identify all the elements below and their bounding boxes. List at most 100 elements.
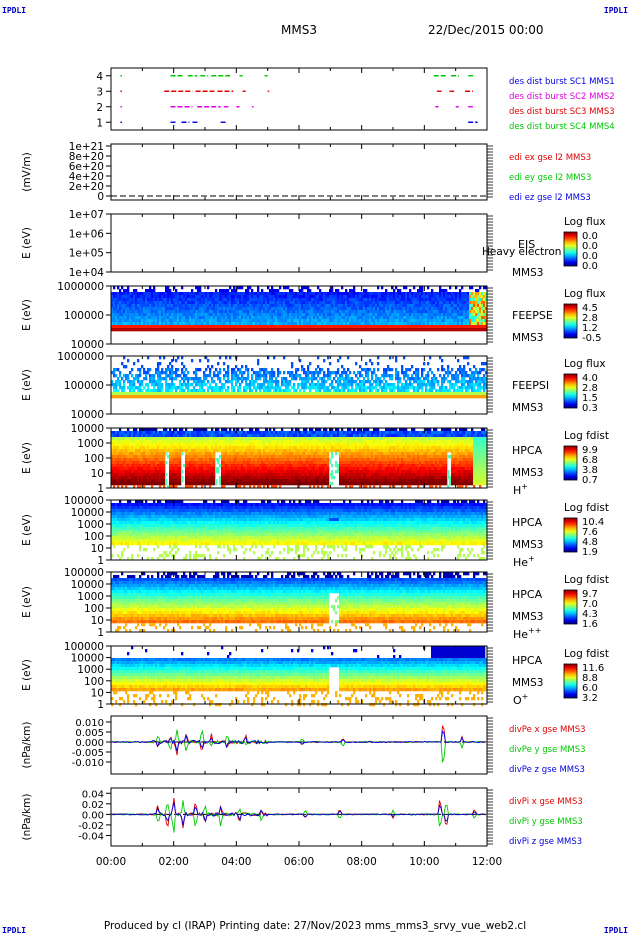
- ytick-label-hpca_hepp-3: 100: [84, 603, 104, 615]
- colorbar-tick-hpca_hepp-3: 1.6: [582, 619, 598, 630]
- colorbar-title-feepsi: Log flux: [564, 358, 606, 370]
- spacecraft-label-eis: MMS3: [512, 267, 543, 279]
- ytick-label-burst-3: 4: [96, 71, 103, 83]
- ylabel-hpca_he: E (eV): [21, 514, 33, 546]
- ytick-label-hpca_hepp-5: 1: [97, 627, 104, 639]
- xtick-label-6: 12:00: [472, 856, 502, 868]
- ytick-label-hpca_hepp-0: 100000: [64, 567, 104, 579]
- spectrogram-hpca_he: [111, 500, 487, 560]
- ytick-label-feepsi-1: 100000: [64, 380, 104, 392]
- colorbar-hpca_h: [564, 446, 577, 480]
- ytick-label-hpca_h-3: 10: [91, 468, 104, 480]
- legend-divpe-0: divPe x gse MMS3: [509, 725, 586, 735]
- colorbar-eis: [564, 232, 577, 266]
- xtick-label-0: 00:00: [96, 856, 126, 868]
- ytick-label-hpca_hepp-2: 1000: [77, 591, 104, 603]
- colorbar-hpca_o: [564, 664, 577, 698]
- ytick-label-eis-2: 1e+05: [69, 248, 104, 260]
- ytick-label-feepsi-0: 1000000: [57, 351, 104, 363]
- panel-frame-divpe: [111, 716, 487, 774]
- instrument-label-feepse: FEEPSE: [512, 309, 553, 322]
- colorbar-title-feepse: Log flux: [564, 288, 606, 300]
- xtick-label-5: 10:00: [409, 856, 439, 868]
- colorbar-tick-feepsi-3: 0.3: [582, 403, 598, 414]
- ytick-label-eis-1: 1e+06: [69, 228, 105, 240]
- colorbar-title-hpca_hepp: Log fdist: [564, 574, 609, 586]
- ylabel-divpi: (nPa/km): [21, 794, 33, 841]
- ytick-label-hpca_hepp-4: 10: [91, 615, 104, 627]
- ytick-label-hpca_hepp-1: 10000: [71, 579, 104, 591]
- colorbar-feepsi: [564, 374, 577, 408]
- colorbar-title-hpca_he: Log fdist: [564, 502, 609, 514]
- ytick-label-hpca_o-1: 10000: [71, 653, 104, 665]
- ytick-label-feepse-2: 10000: [71, 339, 104, 351]
- colorbar-tick-eis-3: 0.0: [582, 261, 598, 272]
- ytick-label-hpca_o-5: 1: [97, 699, 104, 711]
- spectrogram-feepse: [111, 286, 487, 331]
- species-label-hpca_hepp: He++: [513, 626, 541, 641]
- ytick-label-burst-0: 1: [96, 117, 103, 129]
- ylabel-edi: (mV/m): [21, 152, 33, 191]
- series-line-divpi-0: [111, 798, 486, 828]
- species-name-hpca_he: He: [513, 556, 528, 569]
- colorbar-hpca_hepp: [564, 590, 577, 624]
- colorbar-title-eis: Log flux: [564, 216, 606, 228]
- ytick-label-divpi-0: 0.04: [82, 789, 104, 800]
- spacecraft-label-hpca_h: MMS3: [512, 467, 543, 479]
- colorbar-feepse: [564, 304, 577, 338]
- xtick-label-4: 08:00: [347, 856, 377, 868]
- colorbar-title-hpca_o: Log fdist: [564, 648, 609, 660]
- legend-divpi-0: divPi x gse MMS3: [509, 797, 583, 807]
- ytick-label-divpi-4: -0.04: [78, 831, 104, 842]
- ytick-label-divpe-4: -0.010: [72, 758, 104, 769]
- ytick-label-divpi-3: -0.02: [78, 821, 104, 832]
- ytick-label-hpca_o-2: 1000: [77, 664, 104, 676]
- series-line-divpe-0: [111, 726, 486, 756]
- xtick-label-1: 02:00: [159, 856, 189, 868]
- ylabel-hpca_h: E (eV): [21, 442, 33, 474]
- species-charge-hpca_he: +: [528, 554, 535, 563]
- ytick-label-hpca_o-3: 100: [84, 676, 104, 688]
- colorbar-hpca_he: [564, 518, 577, 552]
- spacecraft-label-feepse: MMS3: [512, 332, 543, 344]
- species-charge-hpca_hepp: ++: [528, 626, 541, 635]
- instrument-label-hpca_hepp: HPCA: [512, 588, 543, 601]
- ylabel-hpca_hepp: E (eV): [21, 586, 33, 618]
- series-line-divpi-1: [111, 800, 486, 832]
- panel-frame-edi: [111, 144, 487, 200]
- spacecraft-label-feepsi: MMS3: [512, 402, 543, 414]
- xtick-label-3: 06:00: [284, 856, 314, 868]
- ytick-label-divpi-1: 0.02: [82, 800, 104, 811]
- panel-frame-eis: [111, 214, 487, 272]
- panel-frame-divpi: [111, 788, 487, 846]
- ytick-label-hpca_he-2: 1000: [77, 519, 104, 531]
- colorbar-tick-hpca_o-3: 3.2: [582, 693, 598, 704]
- legend-edi-2: edi ez gse l2 MMS3: [509, 193, 591, 203]
- spectrogram-feepsi: [111, 356, 487, 398]
- ylabel-hpca_o: E (eV): [21, 659, 33, 691]
- ytick-label-hpca_he-0: 100000: [64, 495, 104, 507]
- ylabel-divpe: (nPa/km): [21, 722, 33, 769]
- species-name-hpca_h: H: [513, 484, 521, 497]
- ylabel-eis: E (eV): [21, 227, 33, 259]
- ytick-label-hpca_h-2: 100: [84, 453, 104, 465]
- legend-edi-1: edi ey gse l2 MMS3: [509, 173, 591, 183]
- ytick-label-hpca_he-4: 10: [91, 543, 104, 555]
- series-line-divpe-1: [111, 730, 486, 763]
- species-label-hpca_he: He+: [513, 554, 535, 569]
- ytick-label-eis-0: 1e+07: [69, 209, 104, 221]
- ytick-label-hpca_o-0: 100000: [64, 641, 104, 653]
- ytick-label-eis-3: 1e+04: [69, 267, 105, 279]
- ytick-label-divpi-2: 0.00: [82, 810, 104, 821]
- legend-divpi-1: divPi y gse MMS3: [509, 817, 583, 827]
- ytick-label-hpca_h-0: 10000: [71, 423, 104, 435]
- legend-burst-1: des dist burst SC2 MMS2: [509, 92, 615, 102]
- ytick-label-edi-5: 0: [97, 191, 104, 203]
- species-label-hpca_h: H+: [513, 482, 528, 497]
- ylabel-feepsi: E (eV): [21, 369, 33, 401]
- legend-burst-3: des dist burst SC4 MMS4: [509, 122, 615, 132]
- spacecraft-label-hpca_o: MMS3: [512, 677, 543, 689]
- legend-burst-0: des dist burst SC1 MMS1: [509, 77, 615, 87]
